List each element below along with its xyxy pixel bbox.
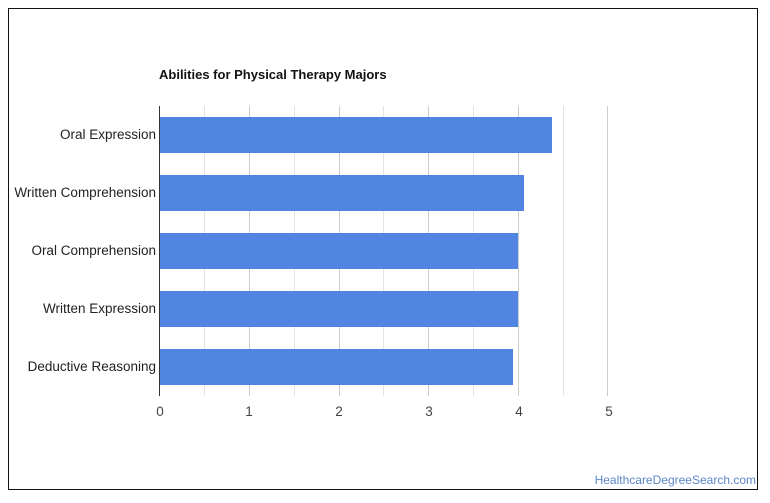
- x-tick-label: 3: [425, 404, 433, 419]
- category-label: Written Expression: [42, 301, 156, 316]
- x-tick-label: 2: [335, 404, 343, 419]
- category-label: Oral Expression: [59, 127, 156, 142]
- bar-deductive-reasoning[interactable]: [160, 349, 513, 385]
- bar-written-expression[interactable]: [160, 291, 519, 327]
- bar-written-comprehension[interactable]: [160, 175, 524, 211]
- bar-oral-comprehension[interactable]: [160, 233, 519, 269]
- gridline-4: [518, 106, 519, 396]
- category-label: Deductive Reasoning: [27, 359, 156, 374]
- bar-oral-expression[interactable]: [160, 117, 553, 153]
- y-axis-line: [159, 106, 160, 396]
- category-label: Oral Comprehension: [31, 243, 156, 258]
- x-tick-label: 5: [605, 404, 613, 419]
- category-label: Written Comprehension: [14, 185, 156, 200]
- x-tick-label: 1: [245, 404, 253, 419]
- x-tick-label: 4: [515, 404, 523, 419]
- gridline-5: [607, 106, 608, 396]
- x-tick-label: 0: [156, 404, 164, 419]
- gridline-minor: [563, 106, 564, 396]
- source-link[interactable]: HealthcareDegreeSearch.com: [594, 473, 756, 487]
- chart-title: Abilities for Physical Therapy Majors: [159, 67, 387, 82]
- plot-area: [159, 106, 608, 396]
